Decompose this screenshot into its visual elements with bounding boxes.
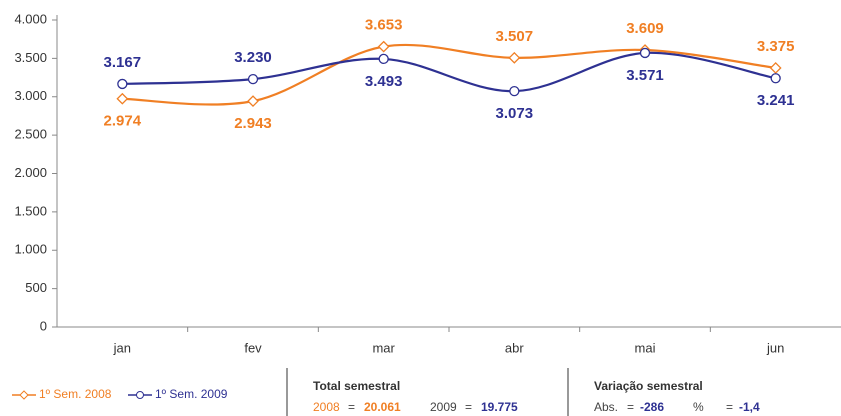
summary-operator: = xyxy=(627,400,634,414)
summary-operator: = xyxy=(348,400,355,414)
legend-marker xyxy=(136,391,144,399)
y-tick-label: 2.000 xyxy=(14,165,47,180)
marker xyxy=(247,95,259,108)
summary-key: Abs. xyxy=(594,400,618,414)
x-tick-label: mar xyxy=(372,340,395,355)
x-tick-label: mai xyxy=(635,340,656,355)
y-tick-label: 3.500 xyxy=(14,50,47,65)
value-label: 3.653 xyxy=(365,17,403,34)
marker xyxy=(117,78,128,90)
summary-key: 2009 xyxy=(430,400,457,414)
series-line xyxy=(122,43,776,106)
value-label: 3.230 xyxy=(234,49,272,66)
y-tick-label: 1.500 xyxy=(14,203,47,218)
x-tick-label: jun xyxy=(766,340,784,355)
marker xyxy=(639,47,651,59)
y-tick-label: 4.000 xyxy=(14,11,47,26)
value-label: 3.571 xyxy=(626,67,664,84)
y-tick-label: 500 xyxy=(25,280,47,295)
summary-value: 20.061 xyxy=(364,400,401,414)
x-tick-label: fev xyxy=(244,340,262,355)
marker xyxy=(769,62,782,74)
total-title: Total semestral xyxy=(313,379,400,393)
value-label: 3.241 xyxy=(757,92,795,109)
value-label: 2.943 xyxy=(234,115,272,132)
marker xyxy=(508,51,521,64)
value-label: 3.507 xyxy=(496,28,534,45)
y-tick-label: 1.000 xyxy=(14,242,47,257)
x-tick-label: jan xyxy=(113,340,131,355)
marker xyxy=(247,73,259,85)
value-label: 3.167 xyxy=(104,54,142,71)
value-label: 3.375 xyxy=(757,38,795,55)
value-label: 2.974 xyxy=(104,113,142,130)
summary-value: -1,4 xyxy=(739,400,760,414)
variation-title: Variação semestral xyxy=(594,379,703,393)
x-tick-label: abr xyxy=(505,340,524,355)
marker xyxy=(378,53,389,65)
legend-label: 1º Sem. 2008 xyxy=(39,387,112,401)
marker xyxy=(770,73,781,84)
summary-key: % xyxy=(693,400,704,414)
y-tick-label: 0 xyxy=(40,318,47,333)
summary-operator: = xyxy=(726,400,733,414)
value-label: 3.073 xyxy=(496,105,534,122)
legend-marker xyxy=(19,390,29,400)
summary-value: 19.775 xyxy=(481,400,518,414)
marker xyxy=(116,92,129,105)
marker xyxy=(377,40,390,53)
legend-label: 1º Sem. 2009 xyxy=(155,387,228,401)
y-tick-label: 3.000 xyxy=(14,88,47,103)
value-label: 3.609 xyxy=(626,20,664,37)
marker xyxy=(509,85,520,97)
summary-key: 2008 xyxy=(313,400,340,414)
series-line xyxy=(122,51,776,93)
value-label: 3.493 xyxy=(365,73,403,90)
y-tick-label: 2.500 xyxy=(14,127,47,142)
summary-value: -286 xyxy=(640,400,664,414)
summary-operator: = xyxy=(465,400,472,414)
